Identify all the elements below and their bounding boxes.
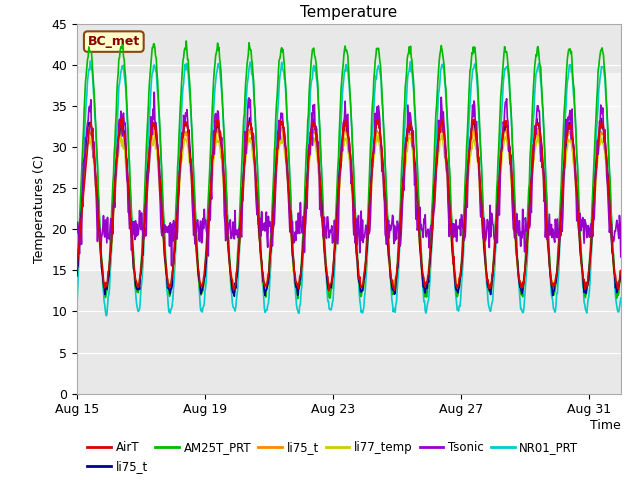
Text: Time: Time (590, 420, 621, 432)
Bar (77, 73, 621, 270)
Text: BC_met: BC_met (88, 35, 140, 48)
Legend: AirT, li75_t, AM25T_PRT, li75_t, li77_temp, Tsonic, NR01_PRT: AirT, li75_t, AM25T_PRT, li75_t, li77_te… (83, 436, 583, 478)
Y-axis label: Temperatures (C): Temperatures (C) (33, 155, 45, 263)
Title: Temperature: Temperature (300, 5, 397, 20)
